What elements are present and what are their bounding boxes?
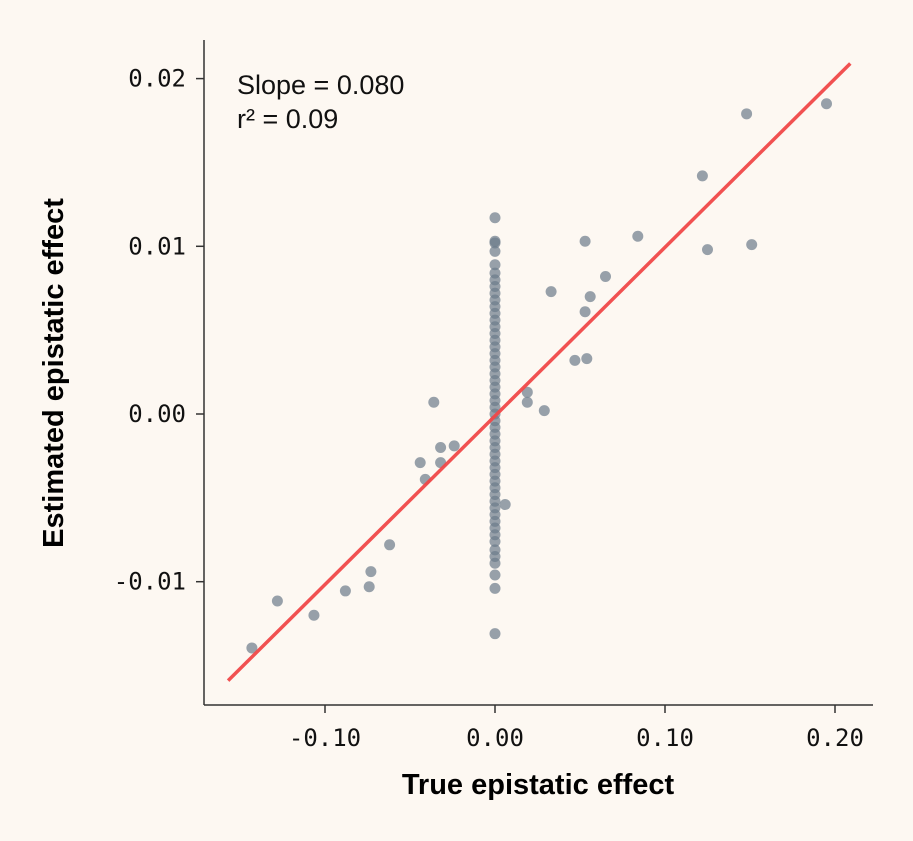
data-point xyxy=(339,585,351,597)
data-point xyxy=(521,386,533,398)
data-point xyxy=(521,396,533,408)
data-point xyxy=(489,212,501,224)
data-point xyxy=(545,286,557,298)
y-tick-label: 0.02 xyxy=(128,65,186,93)
y-axis-label: Estimated epistatic effect xyxy=(38,198,70,548)
data-point xyxy=(489,628,501,640)
data-point xyxy=(581,353,593,365)
data-point xyxy=(365,566,377,578)
data-point xyxy=(489,582,501,594)
data-point xyxy=(702,244,713,256)
data-point xyxy=(363,581,375,593)
data-point xyxy=(538,405,550,417)
x-tick-label: 0.00 xyxy=(466,724,524,752)
data-point xyxy=(600,270,611,282)
data-point xyxy=(569,354,581,366)
data-point xyxy=(435,442,447,454)
data-point xyxy=(448,440,460,452)
data-point xyxy=(246,642,258,654)
data-point xyxy=(821,98,832,110)
data-point xyxy=(499,499,511,511)
axes: -0.10 0.00 0.10 0.20 -0.01 0.00 0.01 0.02 xyxy=(114,40,873,752)
data-point xyxy=(271,595,283,607)
data-point xyxy=(579,235,591,247)
data-point xyxy=(414,457,426,469)
data-point xyxy=(746,239,758,251)
data-points xyxy=(246,98,832,654)
y-tick-label: 0.00 xyxy=(128,400,186,428)
slope-annotation: Slope = 0.080 xyxy=(237,70,404,100)
fit-line xyxy=(226,62,852,682)
r2-annotation: r² = 0.09 xyxy=(237,104,338,134)
data-point xyxy=(489,557,501,569)
y-tick-label: 0.01 xyxy=(128,232,186,260)
x-tick-label: -0.10 xyxy=(289,724,361,752)
data-point xyxy=(632,230,644,242)
fit-line-group xyxy=(226,62,852,682)
data-point xyxy=(696,170,708,182)
data-point xyxy=(308,609,320,621)
data-point xyxy=(489,535,501,547)
data-point xyxy=(489,569,501,581)
data-point xyxy=(741,108,753,120)
data-point xyxy=(579,306,591,318)
x-axis-label: True epistatic effect xyxy=(402,769,675,801)
data-point xyxy=(489,245,501,257)
data-point xyxy=(489,259,501,271)
y-tick-label: -0.01 xyxy=(114,568,186,596)
data-point xyxy=(489,237,501,249)
x-tick-label: 0.10 xyxy=(636,724,694,752)
data-point xyxy=(584,291,596,303)
x-tick-label: 0.20 xyxy=(806,724,864,752)
data-point xyxy=(384,539,396,551)
data-point xyxy=(428,396,440,408)
